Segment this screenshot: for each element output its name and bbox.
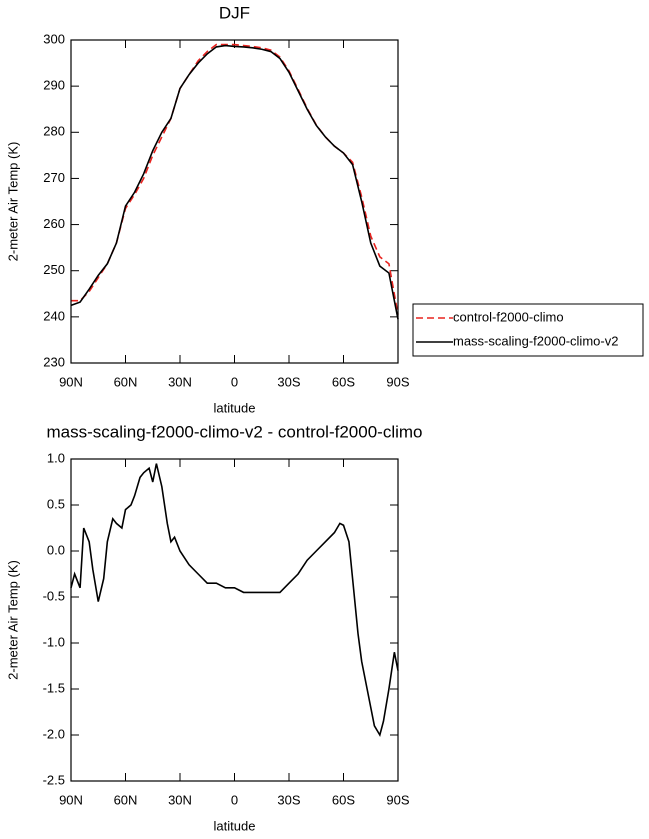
x-tick-label: 0	[231, 792, 238, 807]
x-tick-label: 30S	[277, 792, 300, 807]
y-tick-label: -1.0	[43, 634, 65, 649]
chart-title: DJF	[219, 3, 250, 22]
data-line	[71, 43, 399, 315]
x-tick-label: 60S	[332, 374, 355, 389]
legend-label: control-f2000-climo	[453, 309, 564, 324]
y-tick-label: 260	[43, 216, 65, 231]
y-tick-label: -2.0	[43, 726, 65, 741]
data-line	[70, 44, 399, 320]
x-tick-label: 60N	[114, 374, 138, 389]
x-tick-label: 30N	[168, 374, 192, 389]
y-tick-label: 0.0	[47, 542, 65, 557]
x-tick-label: 60S	[332, 792, 355, 807]
y-tick-label: 300	[43, 31, 65, 46]
x-tick-label: 90N	[59, 792, 83, 807]
x-tick-label: 30N	[168, 792, 192, 807]
y-tick-label: 290	[43, 78, 65, 93]
y-tick-label: 1.0	[47, 450, 65, 465]
x-tick-label: 30S	[277, 374, 300, 389]
data-line	[70, 463, 399, 738]
y-axis-label: 2-meter Air Temp (K)	[5, 560, 20, 680]
y-tick-label: -1.5	[43, 680, 65, 695]
y-tick-label: 270	[43, 170, 65, 185]
y-tick-label: -0.5	[43, 588, 65, 603]
chart: DJF latitude 2-meter Air Temp (K) 230 240 250…	[5, 3, 644, 415]
x-tick-label: 90S	[386, 374, 409, 389]
y-tick-label: 280	[43, 124, 65, 139]
y-tick-label: 250	[43, 262, 65, 277]
y-tick-label: -2.5	[43, 772, 65, 787]
x-tick-label: 90N	[59, 374, 83, 389]
y-axis-label: 2-meter Air Temp (K)	[5, 142, 20, 262]
chart-title: mass-scaling-f2000-climo-v2 - control-f2…	[46, 422, 422, 441]
chart: mass-scaling-f2000-climo-v2 - control-f2…	[5, 422, 422, 833]
x-tick-label: 60N	[114, 792, 138, 807]
y-tick-label: 0.5	[47, 496, 65, 511]
x-tick-label: 90S	[386, 792, 409, 807]
plot-frame	[70, 39, 399, 364]
plot-frame	[70, 458, 399, 782]
y-tick-label: 230	[43, 354, 65, 369]
legend-label: mass-scaling-f2000-climo-v2	[453, 333, 618, 348]
x-axis-label: latitude	[214, 818, 256, 833]
legend-box	[412, 303, 644, 357]
y-tick-label: 240	[43, 308, 65, 323]
x-tick-label: 0	[231, 374, 238, 389]
x-axis-label: latitude	[214, 400, 256, 415]
